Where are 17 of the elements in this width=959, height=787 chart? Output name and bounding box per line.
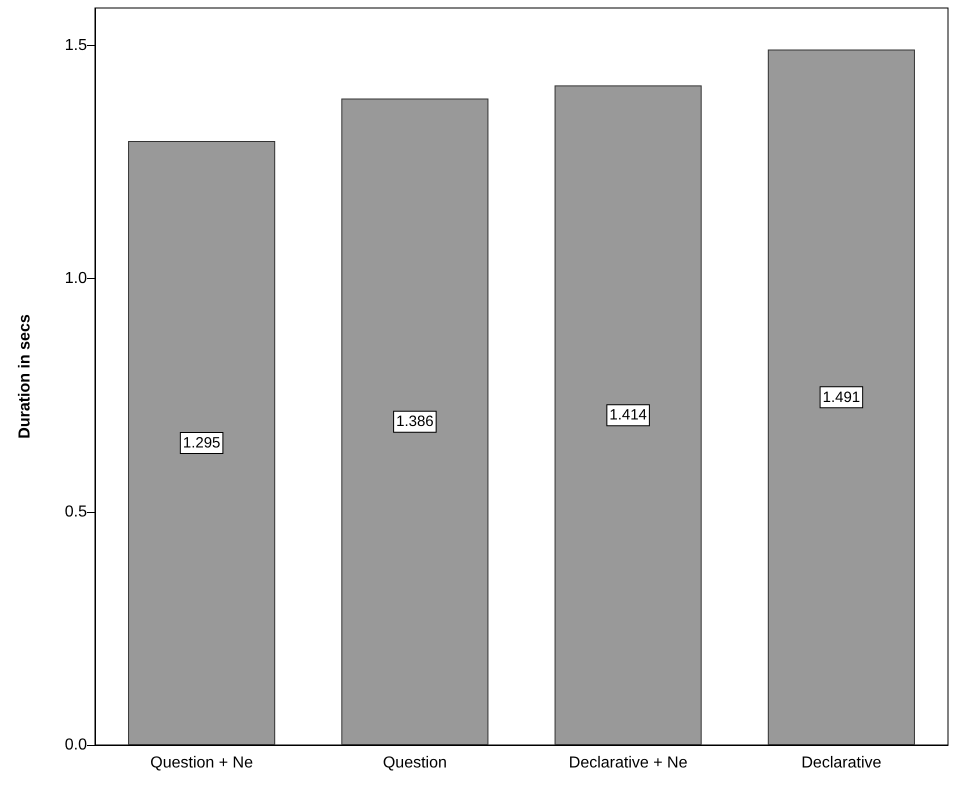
x-tick-label: Question [382, 754, 447, 772]
y-tick-label: 0.0 [64, 736, 88, 754]
bar [341, 98, 488, 745]
bar [554, 85, 702, 745]
y-tick-label: 0.5 [64, 503, 88, 520]
bar [128, 140, 276, 745]
y-axis-title: Duration in secs [16, 314, 34, 439]
data-label: 1.414 [609, 406, 647, 424]
data-label: 1.295 [182, 434, 220, 452]
data-label: 1.386 [396, 413, 434, 430]
bar [768, 50, 915, 745]
x-tick-label: Declarative + Ne [568, 754, 688, 772]
x-tick-label: Question + Ne [150, 754, 254, 772]
y-tick-label: 1.5 [64, 36, 88, 54]
x-tick-label: Declarative [801, 754, 882, 772]
data-label: 1.491 [822, 388, 860, 406]
y-tick-label: 1.0 [64, 270, 88, 288]
